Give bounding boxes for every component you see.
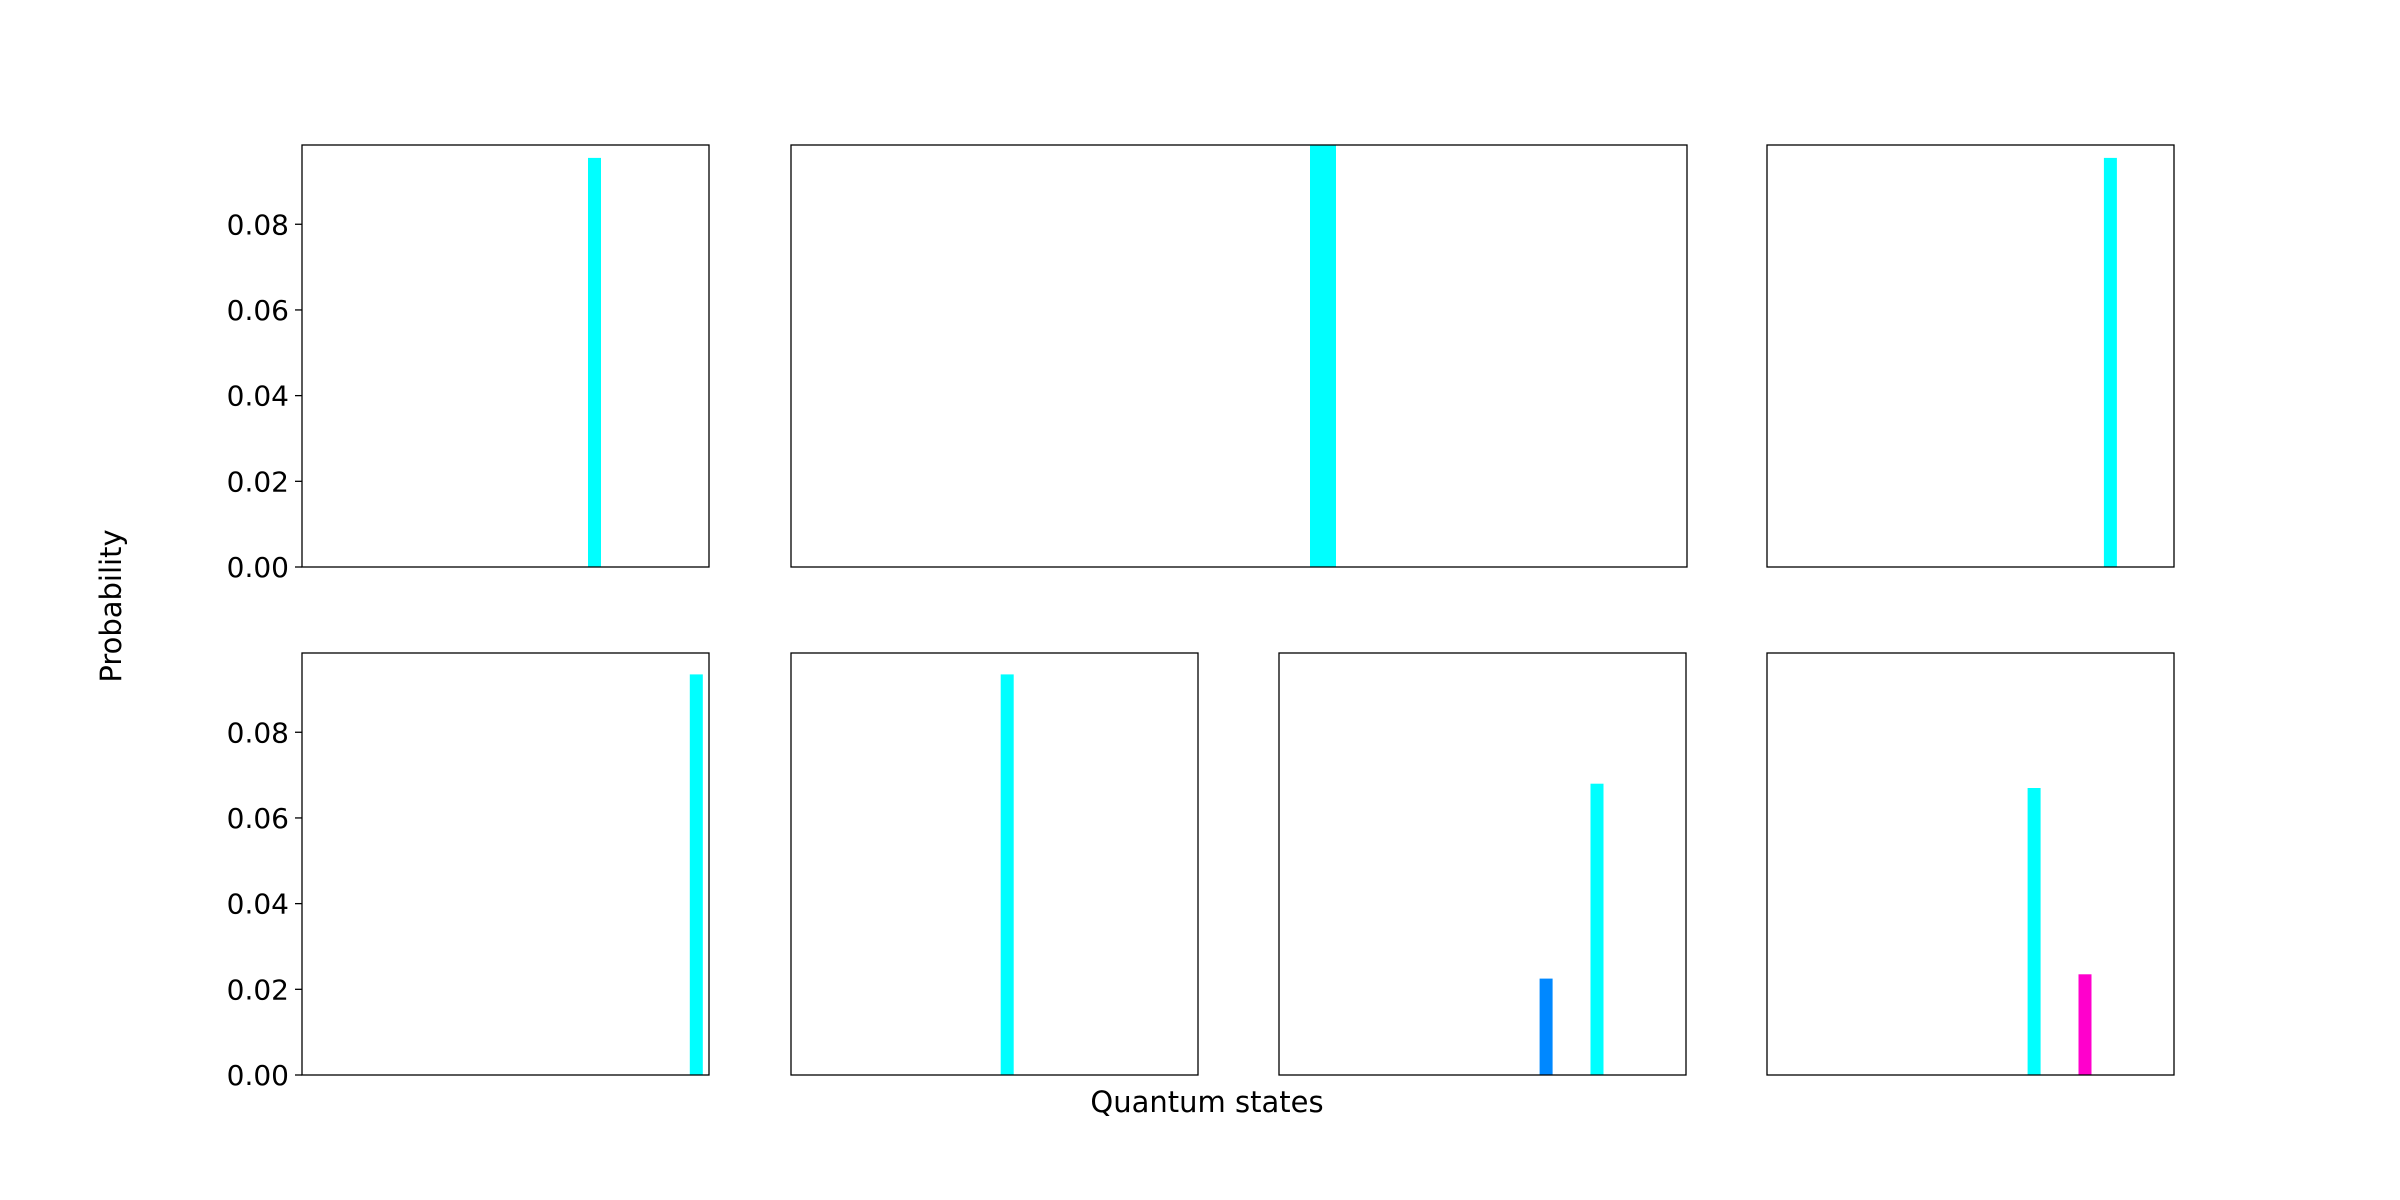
y-axis-label: Probability (94, 529, 128, 682)
bar-7-2 (2078, 974, 2092, 1075)
plot-frame (301, 652, 710, 1076)
subplot-2-4 (1766, 652, 2175, 1076)
subplot-2-3 (1278, 652, 1687, 1076)
plot-frame (790, 144, 1688, 568)
subplot-grid: 0.00 0.02 0.04 0.06 0.08 0.00 0.02 0.04 0.06 0.08 (227, 144, 2175, 1092)
y-tick-label: 0.06 (227, 294, 289, 327)
bar-2-1 (1310, 145, 1336, 567)
bar-6-2 (1590, 783, 1604, 1075)
plot-frame (1278, 652, 1687, 1076)
subplot-1-1: 0.00 0.02 0.04 0.06 0.08 (227, 144, 710, 584)
y-tick-label: 0.02 (227, 973, 289, 1006)
y-tick-label: 0.02 (227, 465, 289, 498)
plot-frame (301, 144, 710, 568)
subplot-2-2 (790, 652, 1199, 1076)
x-axis-label: Quantum states (1090, 1085, 1323, 1119)
bar-6-1 (1539, 978, 1553, 1075)
bar-7-1 (2027, 788, 2041, 1075)
y-tick-label: 0.04 (227, 888, 289, 921)
bar-1-1 (588, 157, 601, 567)
y-tick-label: 0.04 (227, 380, 289, 413)
bar-4-1 (689, 674, 703, 1075)
y-tick-label: 0.08 (227, 208, 289, 241)
y-tick-label: 0.00 (227, 1059, 289, 1092)
y-tick-label: 0.00 (227, 551, 289, 584)
subplot-2-1: 0.00 0.02 0.04 0.06 0.08 (227, 652, 710, 1092)
y-tick-label: 0.06 (227, 802, 289, 835)
plot-frame (790, 652, 1199, 1076)
plot-frame (1766, 652, 2175, 1076)
subplot-1-4 (1766, 144, 2175, 568)
y-tick-label: 0.08 (227, 716, 289, 749)
subplot-1-2 (790, 144, 1688, 568)
bar-5-1 (1000, 674, 1014, 1075)
plot-frame (1766, 144, 2175, 568)
bar-3-1 (2103, 157, 2117, 567)
